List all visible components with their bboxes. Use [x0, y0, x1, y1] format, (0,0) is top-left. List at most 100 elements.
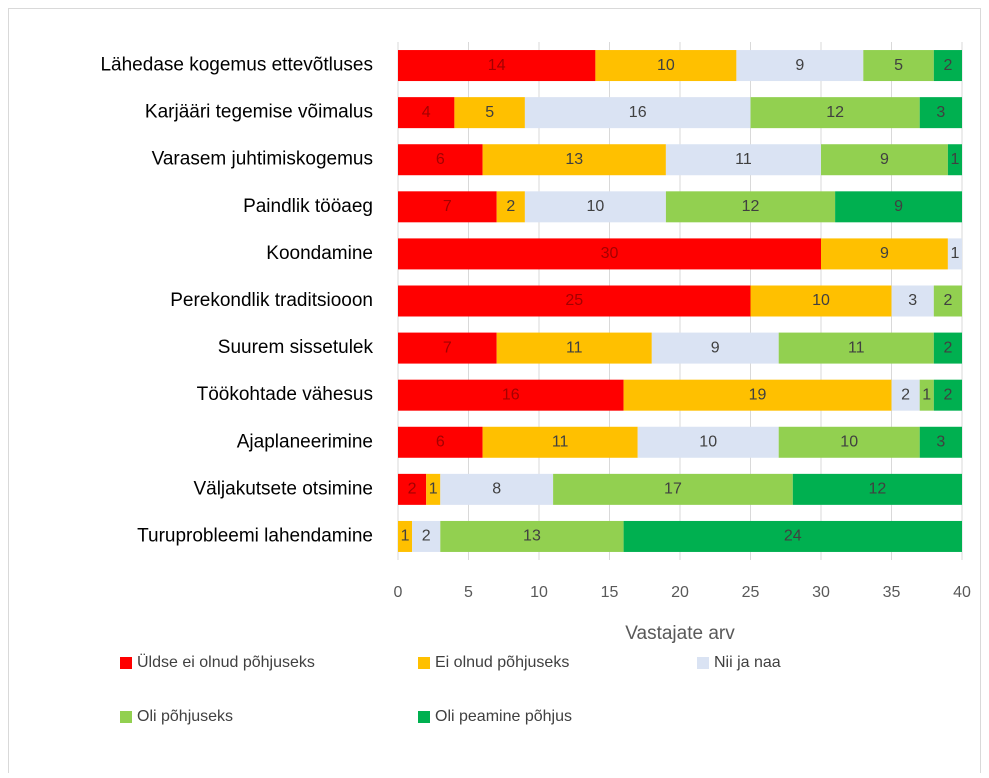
- data-label: 1: [950, 151, 959, 168]
- data-label: 1: [429, 481, 438, 498]
- y-tick-label: Karjääri tegemise võimalus: [145, 102, 373, 123]
- x-tick-label: 30: [812, 584, 830, 601]
- bar-segment: [933, 379, 962, 411]
- data-label: 9: [880, 245, 889, 262]
- y-tick-label: Paindlik tööaeg: [243, 196, 373, 217]
- x-tick-label: 35: [883, 584, 901, 601]
- bar-segment: [778, 332, 934, 364]
- data-label: 2: [943, 339, 952, 356]
- data-label: 12: [869, 481, 887, 498]
- data-label: 3: [936, 433, 945, 450]
- bar-segment: [398, 285, 751, 317]
- bar-segment: [919, 426, 962, 458]
- data-label: 10: [587, 198, 605, 215]
- bar-segment: [398, 520, 413, 552]
- data-label: 1: [922, 386, 931, 403]
- data-label: 10: [812, 292, 830, 309]
- data-label: 2: [901, 386, 910, 403]
- bar-segment: [623, 379, 892, 411]
- bar-segment: [863, 50, 934, 82]
- bar-segment: [398, 473, 427, 505]
- data-label: 10: [657, 57, 675, 74]
- y-tick-label: Perekondlik traditsiooon: [170, 290, 373, 311]
- data-label: 10: [840, 433, 858, 450]
- legend-label: Ei olnud põhjuseks: [435, 654, 569, 671]
- bar-segment: [637, 426, 779, 458]
- y-tick-label: Varasem juhtimiskogemus: [152, 149, 373, 170]
- bar-segment: [891, 379, 920, 411]
- data-label: 17: [664, 481, 682, 498]
- data-label: 3: [908, 292, 917, 309]
- data-label: 1: [950, 245, 959, 262]
- y-tick-label: Lähedase kogemus ettevõtluses: [100, 55, 373, 76]
- data-label: 2: [943, 386, 952, 403]
- data-label: 25: [565, 292, 583, 309]
- data-label: 13: [565, 151, 583, 168]
- bar-segment: [919, 379, 934, 411]
- data-label: 30: [601, 245, 619, 262]
- bar-segment: [482, 144, 666, 176]
- data-label: 16: [629, 104, 647, 121]
- x-tick-label: 15: [601, 584, 619, 601]
- x-tick-label: 40: [953, 584, 971, 601]
- data-label: 3: [936, 104, 945, 121]
- x-tick-label: 5: [464, 584, 473, 601]
- data-label: 9: [880, 151, 889, 168]
- bar-segment: [821, 238, 948, 270]
- data-label: 5: [894, 57, 903, 74]
- bar-segment: [482, 426, 638, 458]
- y-tick-label: Turuprobleemi lahendamine: [137, 525, 373, 546]
- data-label: 24: [784, 528, 802, 545]
- data-label: 9: [894, 198, 903, 215]
- bar-segment: [398, 379, 624, 411]
- legend-swatch: [418, 657, 430, 669]
- bar-segment: [778, 426, 920, 458]
- data-label: 4: [422, 104, 431, 121]
- x-axis-title: Vastajate arv: [625, 623, 735, 644]
- bar-segment: [398, 97, 455, 129]
- bar-segment: [891, 285, 934, 317]
- bar-segment: [919, 97, 962, 129]
- data-label: 2: [408, 481, 417, 498]
- bar-segment: [398, 426, 483, 458]
- bar-segment: [947, 238, 962, 270]
- data-label: 5: [485, 104, 494, 121]
- data-label: 11: [848, 339, 865, 356]
- bar-segment: [736, 50, 864, 82]
- data-label: 12: [742, 198, 760, 215]
- data-label: 14: [488, 57, 506, 74]
- data-label: 2: [422, 528, 431, 545]
- bar-segment: [750, 97, 920, 129]
- x-tick-label: 0: [394, 584, 403, 601]
- data-label: 11: [566, 339, 583, 356]
- data-label: 6: [436, 151, 445, 168]
- data-label: 2: [943, 292, 952, 309]
- y-tick-label: Suurem sissetulek: [218, 337, 374, 358]
- data-label: 12: [826, 104, 844, 121]
- x-tick-label: 25: [742, 584, 760, 601]
- bar-segment: [412, 520, 441, 552]
- x-tick-label: 20: [671, 584, 689, 601]
- bar-segment: [595, 50, 737, 82]
- data-label: 16: [502, 386, 520, 403]
- bar-segment: [454, 97, 525, 129]
- legend-label: Oli põhjuseks: [137, 708, 233, 725]
- bar-segment: [553, 473, 793, 505]
- data-label: 10: [699, 433, 717, 450]
- data-label: 6: [436, 433, 445, 450]
- data-label: 2: [506, 198, 515, 215]
- legend-swatch: [697, 657, 709, 669]
- y-tick-label: Töökohtade vähesus: [197, 384, 373, 405]
- bar-segment: [496, 191, 525, 223]
- legend-label: Üldse ei olnud põhjuseks: [137, 653, 315, 671]
- bar-segment: [623, 520, 962, 552]
- bar-segment: [398, 238, 821, 270]
- bar-segment: [398, 50, 596, 82]
- bar-segment: [651, 332, 779, 364]
- bar-segment: [440, 473, 554, 505]
- bar-segment: [792, 473, 962, 505]
- data-label: 2: [943, 57, 952, 74]
- bar-segment: [398, 332, 497, 364]
- data-label: 13: [523, 528, 541, 545]
- x-tick-label: 10: [530, 584, 548, 601]
